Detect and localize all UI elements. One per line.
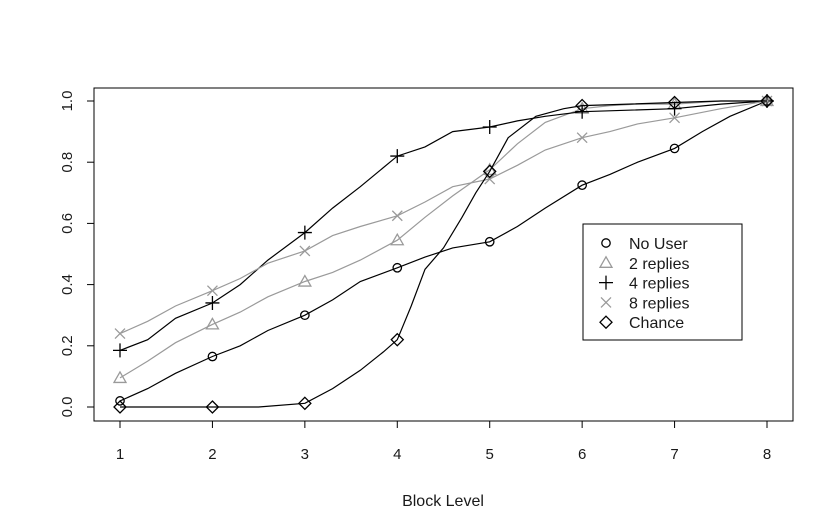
- x-tick-label: 6: [578, 446, 586, 463]
- data-point-8-replies: [206, 285, 218, 297]
- x-axis-title: Block Level: [402, 493, 484, 510]
- data-point-chance: [760, 94, 774, 108]
- legend: No User 2 replies 4 replies 8 replies Chance: [582, 223, 743, 341]
- data-point-2-replies: [205, 317, 220, 330]
- legend-marker-8-replies: [600, 296, 612, 308]
- legend-label-chance: Chance: [629, 315, 684, 332]
- data-point-8-replies: [576, 132, 588, 144]
- data-point-4-replies: [113, 343, 127, 358]
- data-point-chance: [667, 95, 682, 110]
- data-point-4-replies: [205, 295, 220, 310]
- series-4-replies: [113, 94, 774, 358]
- x-tick-label: 2: [208, 446, 216, 463]
- data-point-no-user: [300, 310, 310, 321]
- series-line-8-replies: [119, 100, 768, 335]
- x-tick-label: 3: [301, 446, 309, 463]
- data-point-2-replies: [112, 370, 128, 384]
- y-tick-label: 0.0: [59, 397, 76, 418]
- series-layer: [112, 93, 775, 414]
- data-point-chance: [390, 332, 405, 347]
- y-tick-label: 0.4: [59, 274, 76, 295]
- legend-box: [582, 223, 743, 341]
- data-point-no-user: [669, 143, 680, 154]
- data-point-no-user: [577, 180, 587, 190]
- data-point-chance: [113, 400, 127, 414]
- data-point-8-replies: [669, 112, 681, 124]
- data-point-4-replies: [297, 225, 312, 240]
- data-point-8-replies: [299, 245, 311, 257]
- legend-label-no-user: No User: [629, 236, 688, 253]
- y-axis: 0.0 0.2 0.4 0.6 0.8 1.0: [59, 91, 94, 418]
- data-point-4-replies: [390, 149, 405, 164]
- y-tick-label: 1.0: [59, 91, 76, 112]
- y-tick-label: 0.2: [59, 335, 76, 356]
- data-point-8-replies: [114, 328, 126, 340]
- y-tick-label: 0.6: [59, 213, 76, 234]
- data-point-chance: [205, 400, 220, 414]
- data-point-chance: [575, 98, 590, 113]
- data-point-2-replies: [297, 274, 312, 287]
- series-line-4-replies: [119, 100, 768, 351]
- data-point-no-user: [207, 351, 218, 362]
- legend-label-4-replies: 4 replies: [629, 276, 689, 293]
- legend-label-2-replies: 2 replies: [629, 256, 689, 273]
- legend-marker-4-replies: [599, 275, 613, 290]
- data-point-4-replies: [482, 120, 497, 135]
- data-point-no-user: [392, 262, 403, 273]
- x-tick-label: 4: [393, 446, 401, 463]
- series-chance: [113, 94, 774, 414]
- x-axis: 1 2 3 4 5 6 7 8: [116, 421, 771, 463]
- data-point-chance: [297, 396, 312, 411]
- x-tick-label: 7: [670, 446, 678, 463]
- legend-label-8-replies: 8 replies: [629, 295, 689, 312]
- series-line-chance: [120, 100, 767, 408]
- legend-marker-2-replies: [598, 255, 614, 268]
- data-point-8-replies: [391, 210, 403, 222]
- x-tick-label: 5: [486, 446, 494, 463]
- x-tick-label: 1: [116, 446, 124, 463]
- y-tick-label: 0.8: [59, 152, 76, 173]
- data-point-no-user: [115, 396, 125, 406]
- data-point-no-user: [484, 236, 495, 247]
- legend-marker-no-user: [601, 238, 611, 248]
- plot-frame: [93, 87, 794, 422]
- x-tick-label: 8: [763, 446, 771, 463]
- data-point-2-replies: [390, 232, 405, 246]
- data-point-chance: [482, 164, 497, 179]
- legend-marker-chance: [599, 315, 613, 330]
- data-point-8-replies: [484, 173, 496, 185]
